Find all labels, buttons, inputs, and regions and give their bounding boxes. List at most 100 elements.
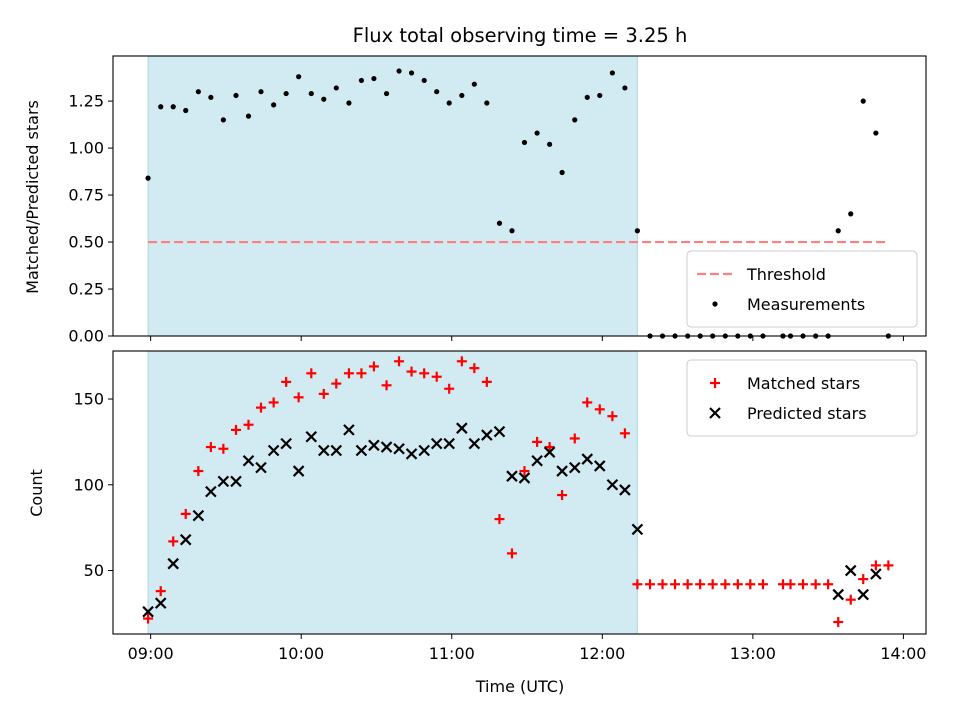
data-point-dot [521,139,528,146]
data-point-plus [331,378,342,389]
data-point-x [355,444,368,457]
y-tick-label: 50 [84,561,104,580]
legend-label: Measurements [747,295,865,314]
data-point-x [556,465,568,477]
data-point-dot [283,90,289,97]
data-point-x [543,446,556,458]
data-point-x [167,557,180,570]
data-point-plus [368,361,379,372]
x-tick-label: 10:00 [278,644,324,663]
counts-y-axis-label: Count [27,469,46,517]
data-point-x [631,523,644,536]
legend-marker-x [709,407,721,419]
data-point-plus [506,548,517,559]
data-point-dot [547,141,553,147]
data-point-x [418,444,430,457]
data-point-x [317,444,330,457]
data-point-x [142,605,154,618]
data-point-dot [434,89,440,95]
data-point-plus [858,574,869,585]
data-point-x [857,588,869,601]
data-point-dot [195,89,201,95]
data-point-plus [431,371,442,382]
data-point-plus [394,356,405,367]
data-point-x [832,588,845,601]
data-point-x [593,460,606,472]
counts-legend: Matched stars Predicted stars [686,359,918,437]
data-point-x [581,453,594,465]
data-point-dot [258,89,264,95]
observing-window-shade [147,350,638,635]
data-point-plus [318,388,329,399]
data-point-x [870,568,882,580]
data-point-x [481,429,493,441]
data-point-plus [231,424,242,435]
y-tick-label: 0.00 [68,327,104,346]
data-point-x [393,442,405,455]
data-point-plus [757,579,768,590]
data-point-dot [835,228,841,234]
data-point-plus [870,560,881,571]
data-point-plus [594,404,605,415]
legend-box [686,359,918,437]
data-point-dot [408,70,415,76]
data-point-dot [459,92,465,99]
data-point-dot [496,220,503,226]
data-point-x [205,485,217,498]
data-point-dot [584,94,590,100]
data-point-dot [346,100,352,106]
y-tick-label: 0.75 [68,186,104,205]
chart-title: Flux total observing time = 3.25 h [353,24,688,47]
legend-label: Threshold [746,265,826,284]
data-point-dot [358,77,365,84]
data-point-plus [569,433,580,444]
data-point-plus [532,436,543,447]
data-point-plus [143,613,154,624]
data-point-plus [180,508,191,519]
data-point-x [844,564,857,577]
data-point-x [217,475,230,488]
data-point-plus [883,560,894,571]
data-point-x [292,465,305,477]
data-point-plus [695,579,706,590]
data-point-plus [582,397,593,408]
data-point-dot [860,98,866,104]
data-point-x [192,509,205,522]
data-point-x [619,484,631,496]
legend-box [686,250,918,328]
data-point-plus [268,397,279,408]
data-point-plus [243,419,254,430]
plot-frame [112,350,927,635]
data-point-plus [732,579,743,590]
y-tick-label: 0.50 [68,233,104,252]
data-point-x [280,437,292,450]
data-point-dot [848,211,854,217]
legend-marker-dot [712,301,718,307]
data-point-dot [383,90,390,97]
data-point-x [380,441,393,453]
data-point-plus [607,411,618,422]
data-point-dot [622,85,628,91]
data-point-plus [707,579,718,590]
data-point-x [518,472,531,484]
counts-axes: 50 100 150 09:00 10:00 11:00 12:00 13:00 14:00 [73,350,927,663]
data-point-plus [682,579,693,590]
data-point-x [154,597,167,609]
data-point-dot [245,113,252,119]
data-point-plus [657,579,668,590]
data-point-x [267,444,280,457]
data-point-plus [720,579,731,590]
data-point-x [368,439,380,452]
data-point-dot [597,92,603,99]
data-point-plus [255,402,266,413]
data-point-x [568,461,581,474]
x-tick-label: 09:00 [128,644,174,663]
data-point-plus [419,368,430,379]
data-point-dot [333,85,339,91]
data-point-plus [456,356,467,367]
observing-window-band [147,55,638,337]
data-point-dot [609,70,615,76]
y-tick-label: 100 [73,475,104,494]
data-point-x [230,475,242,488]
